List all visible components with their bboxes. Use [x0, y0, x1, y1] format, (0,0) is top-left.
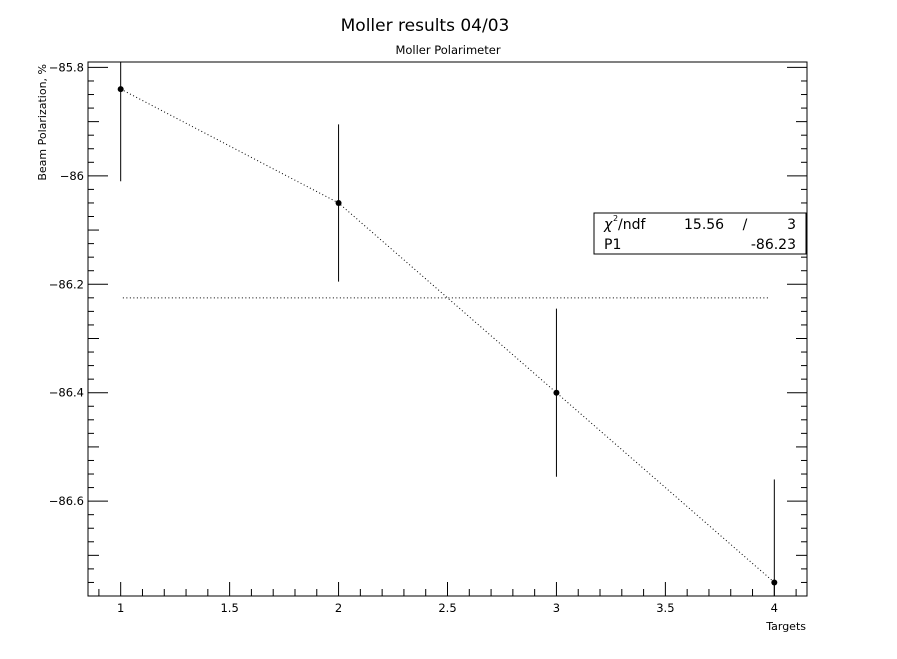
- y-tick-label: −86.6: [49, 494, 84, 508]
- stats-box: χ 2 /ndf 15.56 / 3 P1 -86.23: [593, 212, 808, 255]
- x-tick-label: 1: [117, 601, 124, 615]
- p1-value: -86.23: [751, 237, 796, 253]
- y-tick-label: −85.8: [49, 60, 84, 74]
- x-tick-label: 1.5: [220, 601, 238, 615]
- chi2-superscript: 2: [613, 214, 618, 223]
- stats-box-frame: [593, 212, 807, 255]
- x-tick-label: 3: [553, 601, 560, 615]
- chi2-ndf-label: /ndf: [618, 217, 646, 233]
- chi2-value: 15.56: [684, 217, 724, 233]
- x-tick-label: 4: [771, 601, 778, 615]
- data-point: [335, 199, 342, 206]
- data-point: [117, 86, 124, 93]
- series-connecting-line: [120, 88, 775, 583]
- y-tick-label: −86.4: [49, 386, 84, 400]
- data-point: [771, 579, 778, 586]
- plot-area-border: [87, 61, 808, 597]
- ndf-value: 3: [787, 217, 796, 233]
- y-tick-label: −86: [60, 169, 84, 183]
- chi2-separator: /: [743, 217, 748, 233]
- y-axis: −85.8 −86 −86.2 −86.4 −86.6: [49, 60, 807, 597]
- p1-label: P1: [604, 237, 621, 253]
- connecting-line-layer: [120, 88, 775, 583]
- x-tick-label: 2.5: [438, 601, 456, 615]
- y-tick-label: −86.2: [49, 277, 84, 291]
- x-tick-label: 3.5: [656, 601, 674, 615]
- data-points-layer: [117, 62, 778, 596]
- plot-frame: [87, 61, 808, 597]
- x-axis: 1 1.5 2 2.5 3 3.5 4: [98, 582, 797, 615]
- chart-subtitle: Moller Polarimeter: [395, 43, 500, 57]
- x-axis-label: Targets: [765, 620, 806, 633]
- y-axis-label: Beam Polarization, %: [36, 64, 49, 181]
- chart-title: Moller results 04/03: [341, 16, 510, 36]
- data-point: [553, 389, 560, 396]
- chi2-symbol: χ: [603, 217, 613, 233]
- x-tick-label: 2: [335, 601, 342, 615]
